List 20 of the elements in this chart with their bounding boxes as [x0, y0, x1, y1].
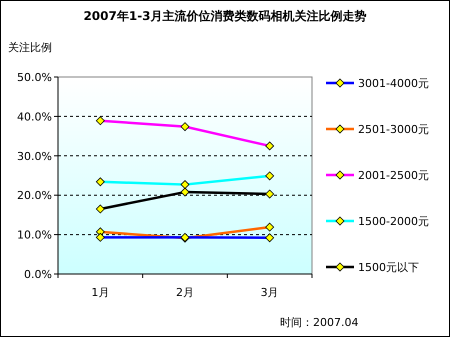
legend-label: 2001-2500元	[358, 169, 429, 182]
y-tick-label: 50.0%	[17, 71, 52, 84]
point	[96, 204, 105, 214]
y-tick-label: 10.0%	[17, 228, 52, 242]
chart-title: 2007年1-3月主流价位消费类数码相机关注比例走势	[83, 9, 367, 23]
point	[180, 188, 190, 196]
x-tick-label: 2月	[176, 286, 194, 299]
y-tick-label: 20.0%	[17, 189, 52, 202]
legend-label: 1500-2000元	[358, 215, 429, 228]
text: 时间：2007.04	[280, 316, 358, 329]
y-axis-title: 关注比例	[8, 41, 52, 54]
legend-label: 1500元以下	[358, 261, 419, 274]
y-tick-label: 40.0%	[17, 110, 52, 124]
legend-label: 2501-3000元	[358, 123, 429, 136]
x-tick-label: 3月	[260, 286, 279, 299]
y-tick-label: 30.0%	[17, 150, 52, 163]
point	[265, 190, 274, 198]
legend-label: 3001-4000元	[358, 77, 429, 90]
x-tick-label: 1月	[91, 286, 110, 299]
y-tick-label: 0.0%	[24, 268, 52, 281]
